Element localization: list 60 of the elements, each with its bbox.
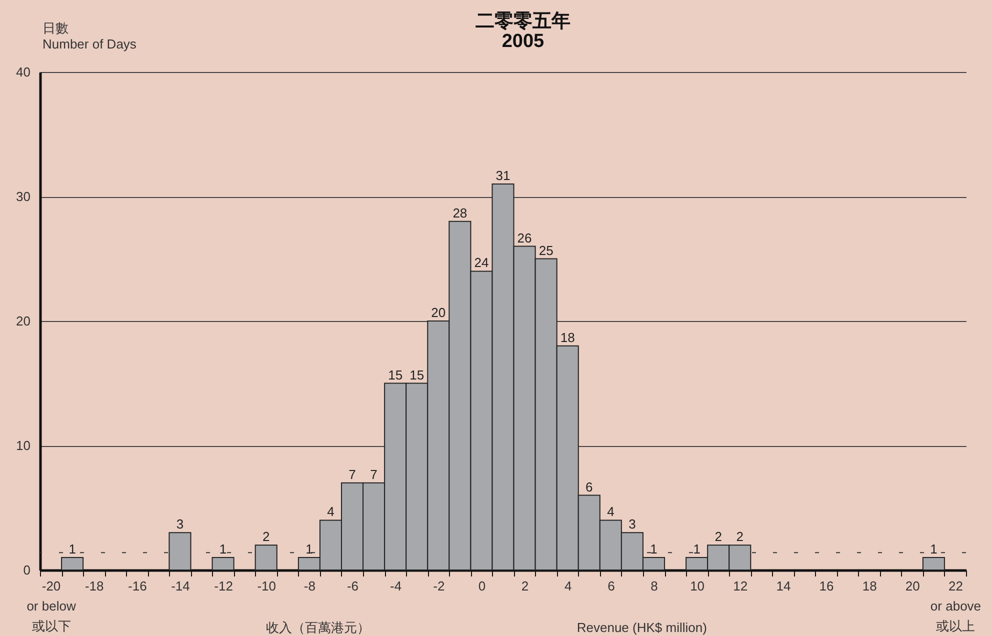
data-label: 15 bbox=[410, 367, 424, 382]
bar bbox=[922, 557, 945, 570]
data-label: 7 bbox=[348, 466, 356, 482]
data-label: 2 bbox=[736, 529, 744, 544]
data-label: 3 bbox=[628, 516, 636, 532]
bar bbox=[61, 557, 84, 570]
x-tick-label: -4 bbox=[390, 578, 402, 594]
x-tick-label: -14 bbox=[171, 578, 190, 594]
x-tick-label: -12 bbox=[214, 578, 233, 594]
data-label: 2 bbox=[262, 529, 270, 544]
data-label: 1 bbox=[650, 542, 658, 557]
x-tick-label: 0 bbox=[478, 578, 486, 594]
x-tick-label: -2 bbox=[433, 578, 445, 594]
y-tick-label: 10 bbox=[16, 438, 30, 453]
bar bbox=[168, 532, 192, 570]
y-tick-label: 40 bbox=[16, 64, 30, 80]
data-label: 1 bbox=[68, 542, 76, 557]
x-tick-label: 12 bbox=[733, 578, 748, 594]
x-tick-label: -10 bbox=[257, 578, 276, 594]
y-tick-label: 30 bbox=[16, 189, 30, 204]
data-label: 31 bbox=[496, 168, 510, 184]
data-label: 4 bbox=[327, 504, 334, 520]
data-label: 1 bbox=[930, 542, 938, 557]
data-label: 20 bbox=[431, 305, 446, 320]
y-tick-label: 20 bbox=[16, 314, 30, 328]
data-label: 25 bbox=[538, 242, 554, 258]
x-tick-label: -16 bbox=[128, 578, 147, 594]
x-tick-label: 14 bbox=[776, 578, 791, 594]
x-tick-label: 4 bbox=[564, 578, 572, 594]
bar bbox=[254, 544, 278, 570]
data-label: 4 bbox=[607, 504, 614, 520]
data-label: 28 bbox=[452, 205, 468, 220]
data-label: 2 bbox=[714, 529, 722, 544]
y-tick-label: 0 bbox=[23, 562, 30, 578]
x-tick-label: 22 or above 或以上 bbox=[930, 578, 982, 634]
x-tick-label: 2 bbox=[521, 578, 529, 594]
data-label: 7 bbox=[370, 466, 378, 482]
data-label: 6 bbox=[586, 479, 593, 494]
data-label: 1 bbox=[693, 542, 700, 557]
text: 收入（百萬港元） Revenue (HK$ million) bbox=[266, 620, 707, 635]
data-label: 15 bbox=[388, 367, 403, 382]
x-tick-label: -8 bbox=[304, 578, 316, 594]
x-tick-label: -18 bbox=[84, 578, 104, 594]
x-tick-label: 8 bbox=[650, 578, 658, 594]
data-label: 18 bbox=[560, 330, 575, 345]
data-label: 24 bbox=[474, 255, 489, 270]
data-label: 3 bbox=[176, 516, 184, 532]
x-tick-label: 16 bbox=[819, 578, 834, 594]
x-tick-label: -6 bbox=[346, 578, 359, 594]
chart-title: 二零零五年 2005 bbox=[476, 11, 570, 52]
x-tick-label: -20 or below 或以下 bbox=[26, 578, 76, 634]
bar bbox=[212, 557, 234, 570]
data-label: 1 bbox=[306, 542, 313, 557]
y-axis-title: 日數 Number of Days bbox=[42, 20, 137, 52]
data-label: 26 bbox=[517, 230, 532, 246]
x-tick-label: 6 bbox=[608, 578, 615, 594]
data-label: 1 bbox=[219, 542, 227, 557]
x-tick-label: 20 bbox=[905, 578, 920, 594]
x-tick-label: 10 bbox=[690, 578, 705, 594]
x-tick-label: 18 bbox=[862, 578, 877, 594]
